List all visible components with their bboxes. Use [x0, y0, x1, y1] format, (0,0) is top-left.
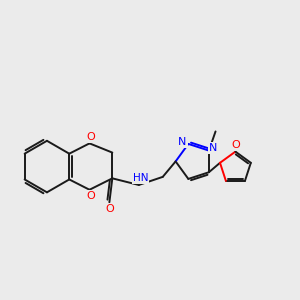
Text: O: O	[232, 140, 241, 150]
Text: N: N	[178, 137, 187, 147]
Text: HN: HN	[133, 173, 148, 183]
Text: O: O	[105, 204, 114, 214]
Text: O: O	[86, 132, 95, 142]
Text: O: O	[86, 191, 95, 201]
Text: N: N	[209, 142, 218, 153]
